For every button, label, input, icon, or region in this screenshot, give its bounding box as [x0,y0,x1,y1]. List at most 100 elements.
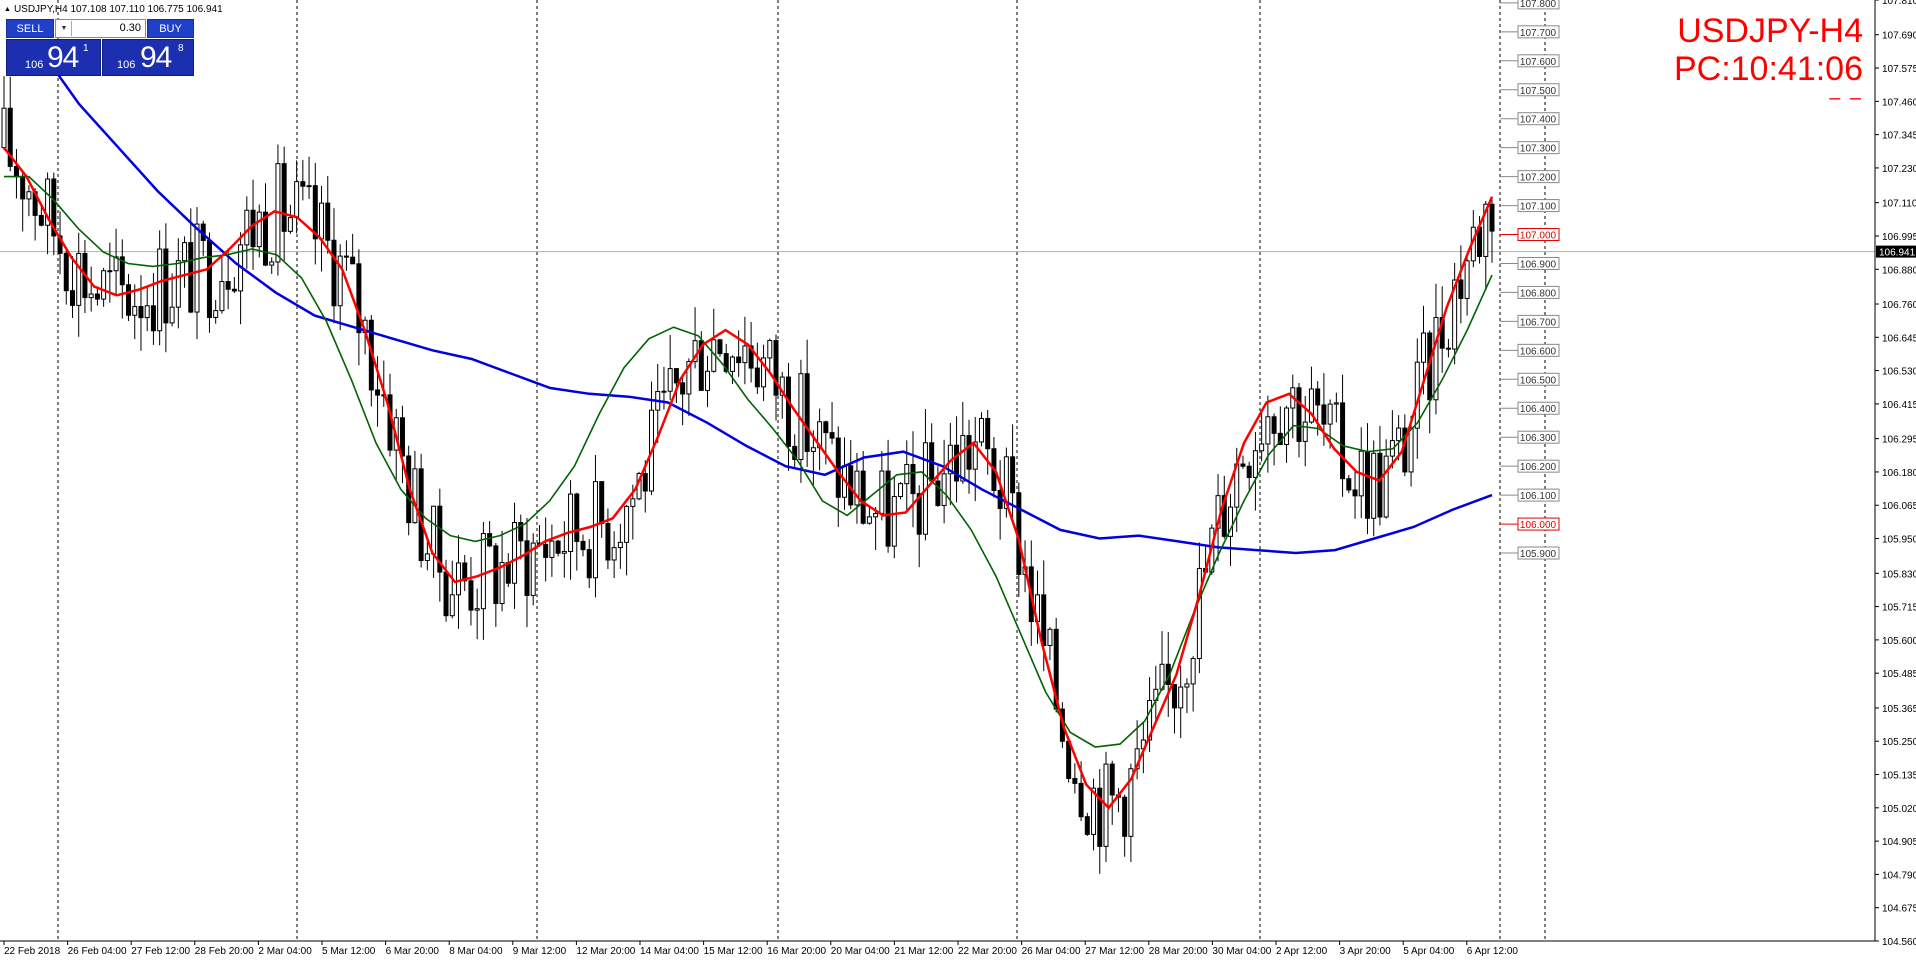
candle [325,176,331,254]
x-tick-label: 16 Mar 20:00 [767,946,826,957]
y-tick-label: 106.180 [1882,468,1916,479]
candle [169,273,175,327]
candle-body [524,540,530,596]
y-tick-label: 107.110 [1882,199,1916,210]
candle-body [76,253,82,306]
candle [269,257,275,274]
candle [505,553,511,588]
candle-body [194,223,200,313]
lot-size-input[interactable]: ▼ 0.30 [55,19,146,38]
price-level-box [1517,343,1560,357]
candle [262,183,268,267]
candle [518,514,524,560]
candle-body [1464,260,1470,299]
y-tick-label: 105.135 [1882,771,1916,782]
candle [929,423,935,484]
candle [26,185,32,217]
candle [904,440,910,513]
candle-body [1109,763,1115,796]
candle [113,228,119,295]
sell-button[interactable]: SELL [6,19,54,38]
price-level-text: 106.400 [1520,404,1557,415]
y-tick-label: 107.230 [1882,164,1916,175]
price-level-label: 107.000 [1500,228,1560,242]
candle [38,204,44,227]
buy-price-button[interactable]: 106 94 8 [102,39,194,76]
x-tick-label: 22 Mar 20:00 [958,946,1017,957]
candle-body [885,470,891,547]
candle [69,256,75,318]
candle-body [38,214,44,226]
buy-button[interactable]: BUY [147,19,194,38]
candle [1383,439,1389,519]
lot-dropdown-arrow-icon[interactable]: ▼ [57,21,72,36]
candle [773,334,779,421]
collapse-triangle-icon[interactable]: ▲ [4,6,11,13]
candle-body [518,522,524,542]
candle [972,416,978,502]
price-level-text: 107.100 [1520,202,1557,213]
current-price-tag-text: 106.941 [1879,248,1916,259]
candle [231,276,237,294]
sell-price-button[interactable]: 106 94 1 [6,39,101,76]
price-level-text: 106.300 [1520,433,1557,444]
buy-price-fraction: 8 [178,43,184,54]
candle-body [891,495,897,547]
x-tick-label: 15 Mar 12:00 [704,946,763,957]
candle-body [916,493,922,535]
candle-body [119,256,125,286]
candle [817,408,823,471]
candle-body [823,421,829,434]
candle-body [443,571,449,617]
candle [1221,475,1227,539]
candle-body [375,389,381,396]
candle-body [1252,450,1258,478]
x-tick-label: 28 Feb 20:00 [195,946,254,957]
candle-body [617,541,623,549]
price-level-label: 107.600 [1500,54,1560,68]
candle-body [1190,658,1196,685]
candle-body [972,441,978,470]
candle-body [281,163,287,232]
candle-body [1072,777,1078,784]
candle [705,355,711,408]
candle-body [1091,787,1097,835]
candle-body [287,217,293,232]
candle [530,533,536,606]
candle [960,402,966,484]
candle-body [1097,787,1103,847]
candle-body [568,493,574,552]
candle [1427,330,1433,434]
candle [1315,381,1321,436]
candle [954,416,960,503]
y-tick-label: 107.345 [1882,131,1916,142]
ma-slow-line [38,48,1493,555]
candle-body [13,165,19,178]
buy-price-main: 94 [140,41,172,74]
candle [1445,338,1451,358]
y-tick-label: 104.905 [1882,837,1916,848]
lot-value: 0.30 [119,22,141,34]
candle [549,524,555,577]
x-tick-label: 9 Mar 12:00 [513,946,567,957]
candle-body [1196,567,1202,660]
price-level-text: 107.700 [1520,28,1557,39]
candle-body [51,178,57,237]
candle [873,506,879,551]
price-level-box [1517,199,1560,213]
candle [206,232,212,333]
candle [785,363,791,471]
candle-body [1178,686,1184,709]
candle-body [437,505,443,573]
candle-body [586,549,592,579]
price-level-box [1517,314,1560,328]
candle-body [779,376,785,396]
candle [132,284,138,340]
candle-body [898,483,904,497]
candle [200,220,206,256]
candle-body [424,553,430,562]
candle-body [88,293,94,299]
y-tick-label: 106.415 [1882,400,1916,411]
y-tick-label: 104.675 [1882,904,1916,915]
